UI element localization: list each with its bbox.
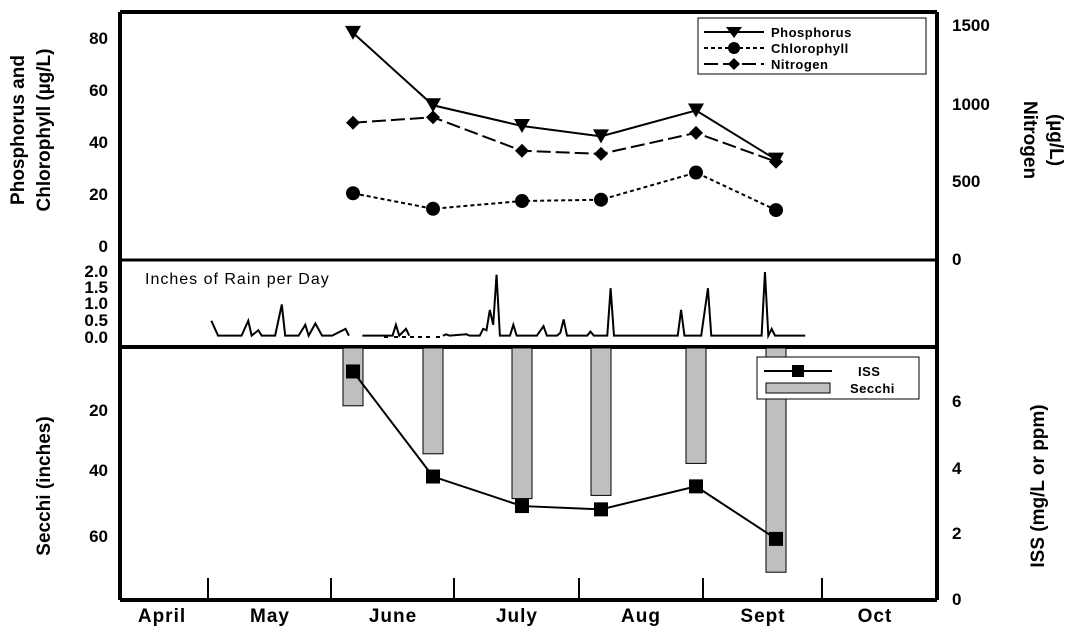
rain-axes: 2.0 1.5 1.0 0.5 0.0 Inches of Rain per D… [84,262,330,347]
secchi-bar-3 [590,347,612,496]
top-left-axis-label-line2: Chlorophyll (µg/L) [34,49,55,212]
top-right-axis-label-line2: (µg/L) [1045,114,1066,166]
bottom-right-tick-6: 6 [952,392,961,411]
month-label-july: July [496,606,538,627]
nitrogen-point-0 [346,115,360,130]
nitrogen-point-2 [515,143,529,158]
top-left-axis-label-line1: Phosphorus and [8,55,29,205]
secchi-axis-label: Secchi (inches) [34,416,55,555]
bottom-left-tick-60: 60 [89,527,108,546]
phosphorus-point-0 [345,25,361,40]
iss-point-5 [769,531,783,546]
iss-point-2 [515,499,529,514]
chlorophyll-series-line [352,171,777,211]
top-left-tick-0: 0 [99,237,108,256]
nitrogen-point-1 [426,110,440,125]
phosphorus-point-4 [688,103,704,118]
rain-series-segment-0 [210,304,350,339]
iss-point-1 [426,469,440,484]
legend-chlorophyll-label: Chlorophyll [771,41,849,56]
clarity-plot [342,347,787,573]
legend-chlorophyll-marker [728,42,740,54]
month-label-april: April [138,606,186,627]
month-label-june: June [369,606,417,627]
nitrogen-point-4 [689,125,703,140]
legend-iss-label: ISS [858,364,880,379]
nitrogen-series-line [352,116,777,163]
rain-plot [210,271,806,340]
rain-panel-title: Inches of Rain per Day [145,271,330,288]
chlorophyll-point-1 [426,201,440,216]
rain-tick-0.5: 0.5 [84,311,108,330]
bottom-left-tick-40: 40 [89,461,108,480]
top-right-tick-0: 0 [952,250,961,269]
panel-frames [118,10,939,602]
nitrogen-point-3 [594,146,608,161]
legend-nitrogen-label: Nitrogen [771,57,828,72]
bottom-right-tick-4: 4 [952,459,962,478]
rain-tick-2.0: 2.0 [84,262,108,281]
iss-point-4 [689,479,703,494]
top-right-tick-500: 500 [952,172,980,191]
top-left-tick-20: 20 [89,185,108,204]
top-right-tick-1000: 1000 [952,95,990,114]
chlorophyll-point-0 [346,186,360,201]
legend-nitrogen-marker [728,58,740,70]
legend-phosphorus-label: Phosphorus [771,25,852,40]
top-left-tick-80: 80 [89,29,108,48]
nutrient-plot [345,25,784,218]
secchi-bar-5 [765,347,787,573]
legend-secchi-swatch [765,382,831,394]
phosphorus-point-2 [514,118,530,133]
clarity-axes: 20 40 60 6 4 2 0 Secchi (inches) ISS (mg… [34,392,1049,609]
month-label-oct: Oct [858,606,893,627]
legend-iss-marker [792,365,804,377]
secchi-bar-2 [511,347,533,500]
rain-tick-1.5: 1.5 [84,278,108,297]
iss-point-3 [594,502,608,517]
month-label-sept: Sept [740,606,785,627]
month-label-aug: Aug [621,606,661,627]
rain-series-segment-2 [442,271,806,340]
clarity-legend: ISS Secchi [756,356,920,400]
top-right-axis-label-line1: Nitrogen [1019,101,1040,179]
chlorophyll-point-5 [769,203,783,218]
rain-tick-1.0: 1.0 [84,294,108,313]
month-ticks [207,578,823,600]
iss-point-0 [346,364,360,379]
bottom-left-tick-20: 20 [89,401,108,420]
nitrogen-point-5 [769,154,783,169]
legend-secchi-label: Secchi [850,381,895,396]
phosphorus-point-3 [593,129,609,144]
iss-series-line [352,370,777,540]
month-labels: April May June July Aug Sept Oct [138,606,893,627]
legend-phosphorus-marker [726,27,742,38]
rain-series-segment-1 [362,321,411,338]
bottom-right-tick-0: 0 [952,590,961,609]
nutrient-legend: Phosphorus Chlorophyll Nitrogen [697,17,927,75]
top-left-tick-60: 60 [89,81,108,100]
top-right-tick-1500: 1500 [952,16,990,35]
rain-tick-0.0: 0.0 [84,328,108,347]
phosphorus-point-1 [425,98,441,113]
secchi-bar-1 [422,347,444,455]
chlorophyll-point-2 [515,194,529,209]
phosphorus-series-line [352,32,777,161]
chlorophyll-point-4 [689,165,703,180]
top-left-tick-40: 40 [89,133,108,152]
secchi-bar-4 [685,347,707,464]
month-label-may: May [250,606,290,627]
iss-axis-label: ISS (mg/L or ppm) [1028,404,1049,567]
nutrient-axes: 80 60 40 20 0 1500 1000 500 0 Phosphorus… [8,16,1066,269]
bottom-right-tick-2: 2 [952,524,961,543]
chlorophyll-point-3 [594,192,608,207]
